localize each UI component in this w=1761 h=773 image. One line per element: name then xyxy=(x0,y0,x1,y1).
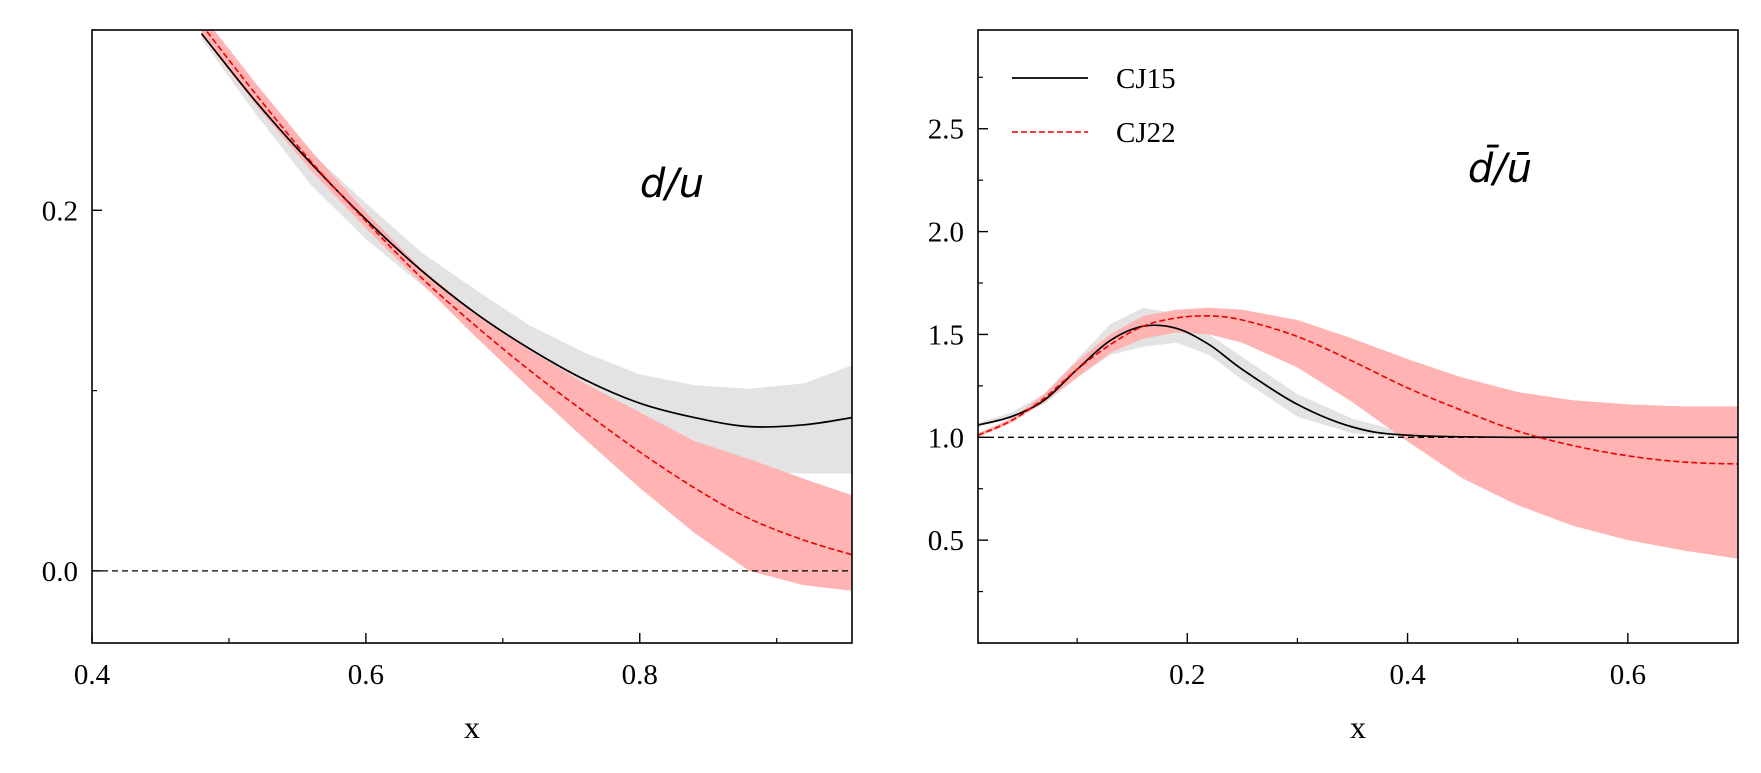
x-axis-label: x xyxy=(1350,709,1366,745)
x-tick-label: 0.4 xyxy=(1389,659,1426,691)
cj22-uncertainty-band xyxy=(978,307,1738,559)
x-tick-label: 0.8 xyxy=(622,659,658,691)
legend-cj22-label: CJ22 xyxy=(1116,117,1176,149)
cj22-central-line xyxy=(204,30,852,556)
cj15-central-line xyxy=(200,33,852,428)
plot-area xyxy=(92,30,852,591)
y-tick-label: 0.5 xyxy=(928,525,964,557)
cj15-uncertainty-band xyxy=(978,307,1738,438)
cj15-uncertainty-band xyxy=(201,30,852,474)
ratio-annotation: d/u xyxy=(640,161,704,207)
ratio-annotation: d̄/ū xyxy=(1468,144,1532,192)
legend-cj15-label: CJ15 xyxy=(1116,63,1176,95)
x-tick-label: 0.6 xyxy=(1610,659,1646,691)
cj22-uncertainty-band xyxy=(201,30,852,591)
plot-frame xyxy=(91,29,853,644)
x-tick-label: 0.6 xyxy=(348,659,384,691)
du-ratio-panel: 0.4 0.6 0.8 0.0 0.2 x d/u xyxy=(42,29,853,745)
y-tick-label: 0.2 xyxy=(42,195,78,227)
y-tick-label: 2.0 xyxy=(928,217,964,249)
plot-area xyxy=(978,307,1738,559)
dbar-ubar-ratio-panel: 0.2 0.4 0.6 0.5 1.0 1.5 2.0 2.5 x d̄/ū CJ15 CJ22 xyxy=(928,29,1739,745)
y-tick-label: 0.0 xyxy=(42,556,78,588)
y-tick-label: 1.0 xyxy=(928,422,964,454)
y-tick-label: 2.5 xyxy=(928,114,964,146)
x-tick-label: 0.4 xyxy=(74,659,111,691)
y-tick-label: 1.5 xyxy=(928,319,964,351)
cj22-central-line xyxy=(978,315,1738,465)
x-axis-label: x xyxy=(464,709,480,745)
cj15-central-line xyxy=(978,324,1738,439)
plot-frame xyxy=(977,29,1739,644)
x-tick-label: 0.2 xyxy=(1169,659,1205,691)
